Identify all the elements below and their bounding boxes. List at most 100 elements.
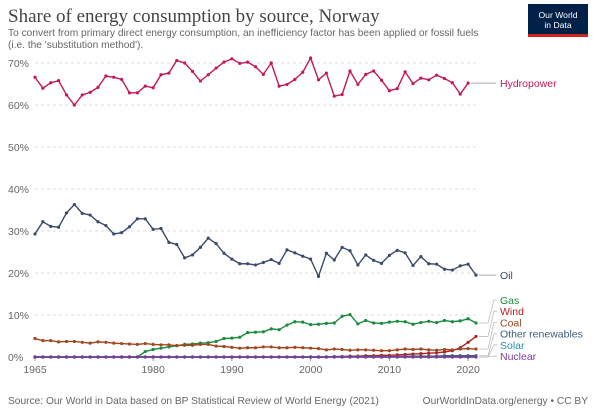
data-point: [135, 217, 139, 221]
data-point: [403, 355, 407, 359]
data-point: [340, 245, 344, 249]
data-point: [96, 220, 100, 224]
chart-subtitle: To convert from primary direct energy co…: [8, 28, 479, 51]
x-tick-label: 2020: [456, 364, 480, 376]
data-point: [269, 327, 273, 331]
data-point: [403, 70, 407, 74]
data-point: [135, 342, 139, 346]
data-point: [143, 355, 147, 359]
y-tick-label: 10%: [8, 310, 29, 322]
data-point: [261, 330, 265, 334]
data-point: [253, 263, 258, 267]
data-point: [151, 227, 155, 231]
data-point: [151, 86, 155, 90]
data-point: [466, 262, 470, 266]
data-point: [364, 253, 368, 257]
data-point: [372, 348, 376, 352]
data-point: [293, 345, 297, 349]
data-point: [49, 224, 53, 228]
data-point: [356, 263, 360, 267]
data-point: [285, 82, 289, 87]
data-point: [309, 346, 313, 350]
data-point: [474, 334, 478, 339]
y-tick-label: 0%: [8, 352, 23, 364]
data-point: [442, 76, 447, 81]
data-point: [96, 340, 100, 344]
data-point: [277, 261, 281, 265]
data-point: [395, 319, 399, 323]
series-label: Coal: [500, 317, 522, 329]
data-point: [206, 342, 210, 346]
data-point: [135, 91, 139, 95]
data-point: [269, 257, 273, 262]
data-point: [277, 346, 281, 350]
data-point: [104, 355, 108, 359]
data-point: [41, 86, 45, 90]
data-point: [222, 344, 226, 349]
chart-title: Share of energy consumption by source, N…: [8, 6, 380, 27]
data-point: [458, 264, 462, 268]
data-point: [356, 82, 360, 87]
data-point: [183, 61, 187, 65]
y-tick-label: 70%: [8, 58, 29, 70]
data-point: [104, 223, 108, 228]
owid-logo[interactable]: Our World in Data: [528, 4, 588, 37]
data-point: [309, 355, 313, 359]
data-point: [450, 355, 454, 359]
data-point: [143, 341, 147, 346]
data-point: [57, 355, 61, 359]
data-point: [120, 77, 124, 81]
data-point: [442, 267, 447, 271]
y-tick-label: 40%: [8, 184, 29, 196]
data-point: [348, 249, 352, 253]
data-point: [253, 330, 258, 334]
data-point: [222, 355, 226, 359]
data-point: [198, 355, 202, 359]
data-point: [387, 89, 391, 93]
data-point: [143, 349, 147, 354]
logo-accent-bar: [528, 34, 588, 37]
data-point: [324, 355, 328, 359]
data-point: [80, 93, 84, 97]
data-point: [206, 236, 210, 240]
data-point: [285, 248, 289, 252]
data-point: [332, 355, 336, 359]
x-tick-label: 1965: [23, 364, 47, 376]
data-point: [427, 319, 431, 323]
y-tick-label: 20%: [8, 268, 29, 280]
x-tick-label: 2010: [378, 364, 402, 376]
data-point: [435, 355, 439, 359]
data-point: [238, 335, 242, 339]
data-point: [419, 355, 423, 359]
data-point: [293, 355, 297, 359]
data-point: [222, 336, 226, 341]
data-point: [261, 345, 265, 349]
y-tick-label: 30%: [8, 226, 29, 238]
data-point: [206, 355, 210, 359]
data-point: [466, 81, 470, 85]
data-point: [104, 74, 108, 78]
data-point: [80, 211, 84, 215]
data-point: [277, 328, 281, 332]
data-point: [88, 341, 92, 345]
data-point: [442, 318, 447, 323]
data-point: [206, 73, 210, 77]
data-point: [427, 355, 431, 359]
data-point: [49, 81, 53, 85]
logo-line-1: Our World: [538, 10, 578, 20]
data-point: [230, 355, 234, 359]
data-point: [49, 355, 53, 359]
data-point: [41, 339, 45, 343]
data-point: [324, 321, 328, 325]
data-point: [395, 87, 399, 91]
data-point: [324, 348, 328, 352]
data-point: [411, 347, 415, 352]
license-credit[interactable]: OurWorldInData.org/energy • CC BY: [422, 396, 588, 407]
data-point: [458, 319, 462, 323]
series-line: [35, 313, 477, 358]
data-point: [159, 355, 163, 359]
data-point: [159, 73, 163, 77]
data-point: [419, 255, 423, 259]
data-point: [120, 341, 124, 346]
